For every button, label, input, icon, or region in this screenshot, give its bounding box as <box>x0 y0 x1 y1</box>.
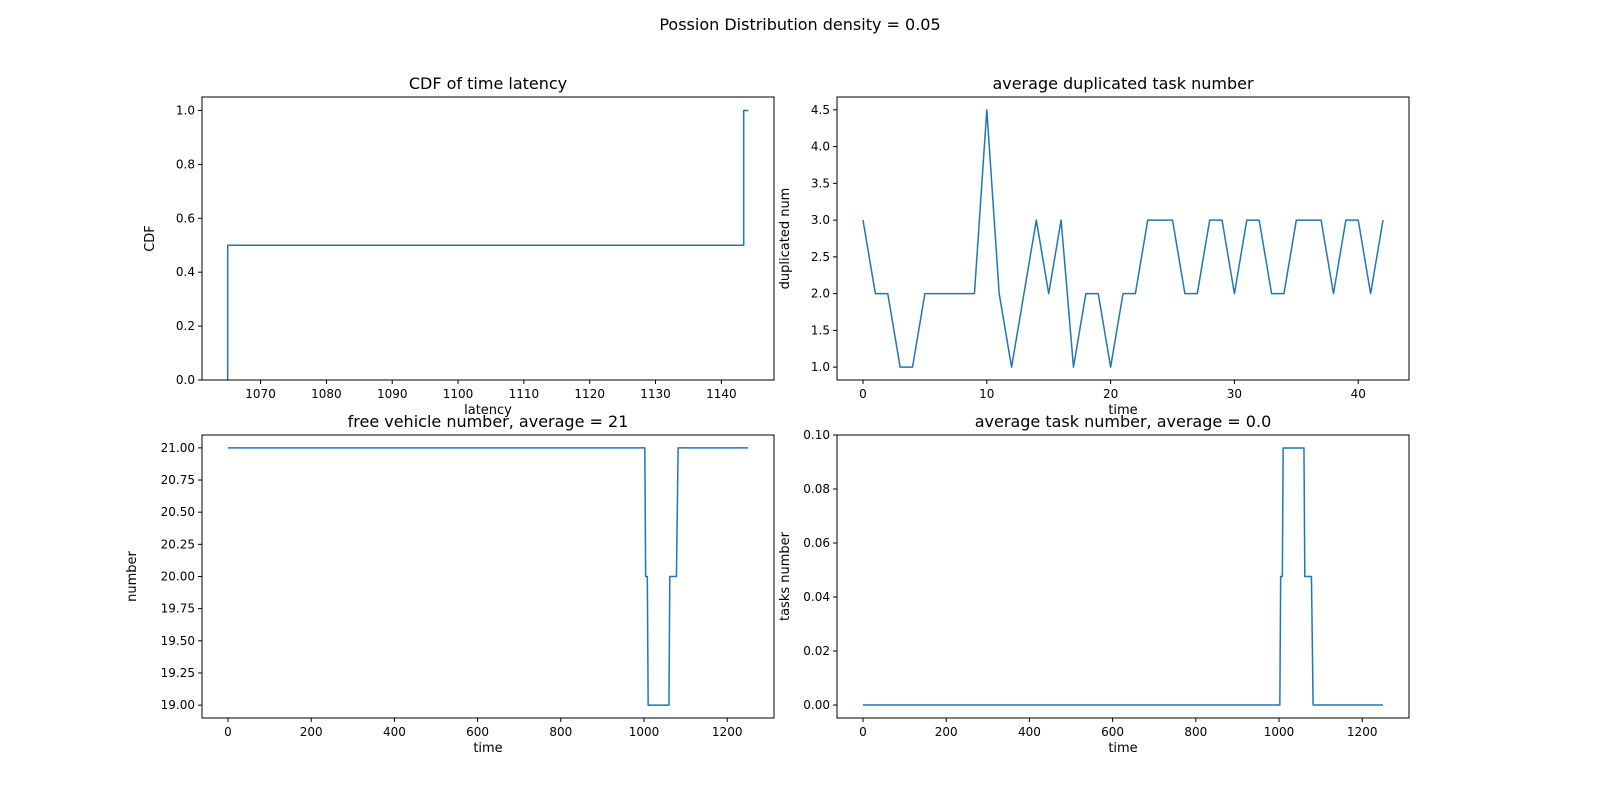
x-tick-label: 1080 <box>311 387 342 401</box>
y-tick-label: 20.25 <box>161 537 195 551</box>
x-tick-label: 1140 <box>706 387 737 401</box>
x-tick-label: 1110 <box>509 387 540 401</box>
plot-frame <box>201 434 775 719</box>
x-tick-label: 0 <box>224 725 232 739</box>
y-tick-label: 3.0 <box>811 213 830 227</box>
x-axis-label: time <box>1108 741 1137 756</box>
x-tick-label: 0 <box>859 725 867 739</box>
y-tick-label: 19.50 <box>161 634 195 648</box>
series-line-2-1 <box>862 109 1384 368</box>
x-tick-label: 0 <box>859 387 867 401</box>
y-tick-label: 1.0 <box>176 103 195 117</box>
x-tick-label: 400 <box>1018 725 1041 739</box>
y-tick-label: 2.0 <box>811 287 830 301</box>
plot-frame <box>836 434 1410 719</box>
chart-3: 0 200 400 600 800 1000 1200 19.00 19.25 19.50 19.7… <box>125 412 775 756</box>
y-tick-label: 0.00 <box>803 698 830 712</box>
x-tick-label: 800 <box>549 725 572 739</box>
x-axis-label: time <box>1108 403 1137 418</box>
y-tick-label: 4.5 <box>811 103 830 117</box>
y-tick-label: 0.06 <box>803 536 830 550</box>
plot-frame <box>836 96 1410 381</box>
x-tick-label: 20 <box>1103 387 1118 401</box>
x-tick-label: 30 <box>1227 387 1242 401</box>
plot-frame <box>201 96 775 381</box>
y-tick-label: 3.5 <box>811 176 830 190</box>
y-tick-label: 20.00 <box>161 570 195 584</box>
x-axis-label: latency <box>464 403 512 418</box>
x-tick-label: 1120 <box>574 387 605 401</box>
y-tick-label: 19.25 <box>161 666 195 680</box>
x-tick-label: 200 <box>300 725 323 739</box>
x-tick-label: 1100 <box>443 387 474 401</box>
y-axis-label: number <box>125 550 140 601</box>
x-tick-label: 1200 <box>712 725 743 739</box>
x-tick-label: 600 <box>1101 725 1124 739</box>
x-tick-label: 40 <box>1351 387 1366 401</box>
y-axis-label: CDF <box>143 225 158 252</box>
y-tick-label: 19.75 <box>161 602 195 616</box>
series-line-3-1 <box>228 447 748 706</box>
chart-4: 0 200 400 600 800 1000 1200 0.00 0.02 0.04 0.06 0.0… <box>778 412 1410 756</box>
x-tick-label: 200 <box>935 725 958 739</box>
y-tick-label: 0.10 <box>803 428 830 442</box>
y-tick-label: 20.50 <box>161 505 195 519</box>
y-tick-label: 0.2 <box>176 319 195 333</box>
x-tick-label: 1000 <box>1264 725 1295 739</box>
figure-title: Possion Distribution density = 0.05 <box>659 15 940 34</box>
x-tick-label: 10 <box>979 387 994 401</box>
chart-title: average duplicated task number <box>992 74 1254 93</box>
x-tick-label: 1070 <box>245 387 276 401</box>
y-tick-label: 0.8 <box>176 157 195 171</box>
x-tick-label: 1200 <box>1347 725 1378 739</box>
chart-title: average task number, average = 0.0 <box>975 412 1272 431</box>
y-tick-label: 19.00 <box>161 698 195 712</box>
chart-1: 1070 1080 1090 1100 1110 1120 1130 1140 0.0 0.2 0.… <box>143 74 775 418</box>
chart-title: free vehicle number, average = 21 <box>348 412 629 431</box>
x-tick-label: 1090 <box>377 387 408 401</box>
y-tick-label: 2.5 <box>811 250 830 264</box>
y-tick-label: 1.0 <box>811 360 830 374</box>
series-line-1-1 <box>226 109 749 380</box>
y-tick-label: 0.02 <box>803 644 830 658</box>
y-axis-label: duplicated num <box>778 188 793 290</box>
y-axis-label: tasks number <box>778 531 793 621</box>
y-tick-label: 21.00 <box>161 441 195 455</box>
chart-2: 0 10 20 30 40 1.0 1.5 2.0 2.5 3.0 3.5 4.0 4.5 average… <box>778 74 1410 418</box>
x-tick-label: 800 <box>1184 725 1207 739</box>
y-tick-label: 0.0 <box>176 373 195 387</box>
x-tick-label: 600 <box>466 725 489 739</box>
y-tick-label: 1.5 <box>811 323 830 337</box>
x-tick-label: 1130 <box>640 387 671 401</box>
y-tick-label: 0.6 <box>176 211 195 225</box>
y-tick-label: 0.4 <box>176 265 195 279</box>
y-tick-label: 20.75 <box>161 473 195 487</box>
y-tick-label: 0.08 <box>803 482 830 496</box>
series-line-4-1 <box>863 447 1383 706</box>
chart-title: CDF of time latency <box>409 74 567 93</box>
x-axis-label: time <box>473 741 502 756</box>
x-tick-label: 400 <box>383 725 406 739</box>
y-tick-label: 4.0 <box>811 140 830 154</box>
x-tick-label: 1000 <box>629 725 660 739</box>
y-tick-label: 0.04 <box>803 590 830 604</box>
